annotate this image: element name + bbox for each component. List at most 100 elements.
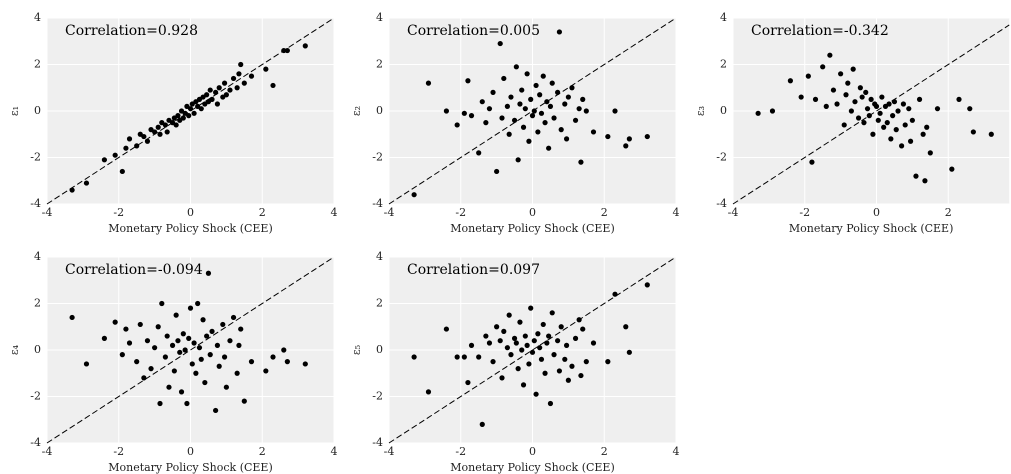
scatter-point [877, 110, 883, 116]
x-tick-label: 2 [945, 206, 952, 219]
x-tick-label: -4 [384, 206, 395, 219]
scatter-point [572, 335, 579, 341]
y-tick-label: 4 [720, 11, 727, 24]
scatter-point [855, 115, 862, 121]
scatter-point [515, 366, 521, 372]
scatter-point [465, 78, 471, 84]
scatter-point [490, 89, 496, 95]
scatter-point [888, 136, 894, 142]
scatter-point [159, 300, 165, 307]
scatter-point [522, 106, 528, 112]
scatter-point [144, 338, 151, 344]
scatter-point [454, 122, 460, 128]
scatter-point [879, 94, 885, 100]
y-tick-label: 0 [376, 104, 383, 117]
scatter-point [186, 335, 192, 341]
scatter-point [827, 52, 833, 58]
scatter-point [468, 113, 475, 119]
scatter-point [213, 89, 219, 95]
x-tick-label: -4 [728, 206, 739, 219]
scatter-point [863, 89, 869, 95]
scatter-point [123, 145, 129, 151]
annotation: Correlation=-0.094 [65, 262, 203, 278]
scatter-point [520, 124, 527, 130]
scatter-point [850, 66, 856, 72]
scatter-point [191, 110, 197, 116]
scatter-point [508, 94, 514, 100]
scatter-point [213, 407, 219, 414]
scatter-point [155, 124, 161, 130]
scatter-point [812, 96, 819, 102]
scatter-point [845, 80, 851, 86]
y-axis-label: ε₅ [350, 345, 363, 355]
y-tick-label: -2 [372, 151, 383, 164]
scatter-point [494, 324, 500, 330]
scatter-point [175, 113, 181, 119]
scatter-point [223, 384, 229, 390]
x-tick-label: -2 [113, 206, 124, 219]
scatter-point [838, 71, 844, 77]
scatter-point [483, 120, 489, 126]
scatter-point [123, 326, 129, 332]
scatter-point [227, 87, 233, 93]
scatter-point [890, 113, 896, 119]
scatter-point [531, 338, 537, 344]
scatter-point [533, 391, 539, 397]
scatter-point [555, 338, 561, 344]
scatter-point [152, 129, 158, 135]
scatter-point [175, 338, 181, 344]
x-tick-label: -2 [455, 445, 466, 458]
scatter-point [533, 82, 539, 89]
scatter-point [83, 180, 90, 186]
subplot: -4 -2 0 2 -4 -2 0 2 4 Correlation=-0.342 Monetary … [694, 11, 1010, 235]
scatter-point [820, 64, 826, 70]
scatter-point [144, 138, 151, 144]
scatter-point [302, 43, 308, 49]
scatter-point [205, 270, 212, 276]
scatter-point [508, 352, 514, 358]
scatter-point [526, 361, 532, 367]
scatter-point [141, 133, 147, 140]
y-axis-label: ε₂ [350, 106, 363, 116]
x-tick-label: 4 [331, 445, 338, 458]
scatter-point [787, 78, 794, 84]
scatter-point [520, 382, 527, 388]
scatter-point [248, 359, 255, 365]
scatter-point [501, 328, 507, 334]
x-tick-label: -4 [42, 206, 53, 219]
scatter-point [465, 379, 471, 386]
scatter-point [907, 138, 914, 144]
y-tick-label: 2 [376, 58, 383, 71]
scatter-point [583, 108, 589, 114]
scatter-point [511, 335, 518, 341]
scatter-point [204, 92, 210, 98]
scatter-point [623, 324, 629, 330]
scatter-point [119, 352, 125, 358]
scatter-point [173, 122, 179, 128]
scatter-point [563, 342, 570, 348]
scatter-point [157, 131, 163, 137]
scatter-point [580, 326, 586, 332]
scatter-point [949, 166, 955, 172]
x-tick-label: 4 [331, 206, 338, 219]
scatter-point [214, 342, 221, 348]
scatter-point [476, 150, 482, 156]
scatter-point [605, 359, 611, 365]
scatter-point [178, 389, 185, 395]
scatter-point [922, 178, 928, 184]
scatter-point [216, 85, 222, 91]
scatter-point [900, 101, 907, 107]
scatter-point [576, 317, 582, 323]
scatter-point [916, 96, 923, 102]
scatter-point [626, 136, 632, 142]
scatter-point [920, 131, 926, 137]
scatter-point [612, 108, 618, 114]
scatter-point [542, 370, 548, 376]
scatter-point [580, 96, 586, 102]
scatter-point [861, 120, 867, 126]
scatter-point [823, 103, 829, 109]
scatter-point [805, 73, 811, 79]
scatter-point [535, 129, 541, 135]
scatter-point [119, 168, 125, 175]
